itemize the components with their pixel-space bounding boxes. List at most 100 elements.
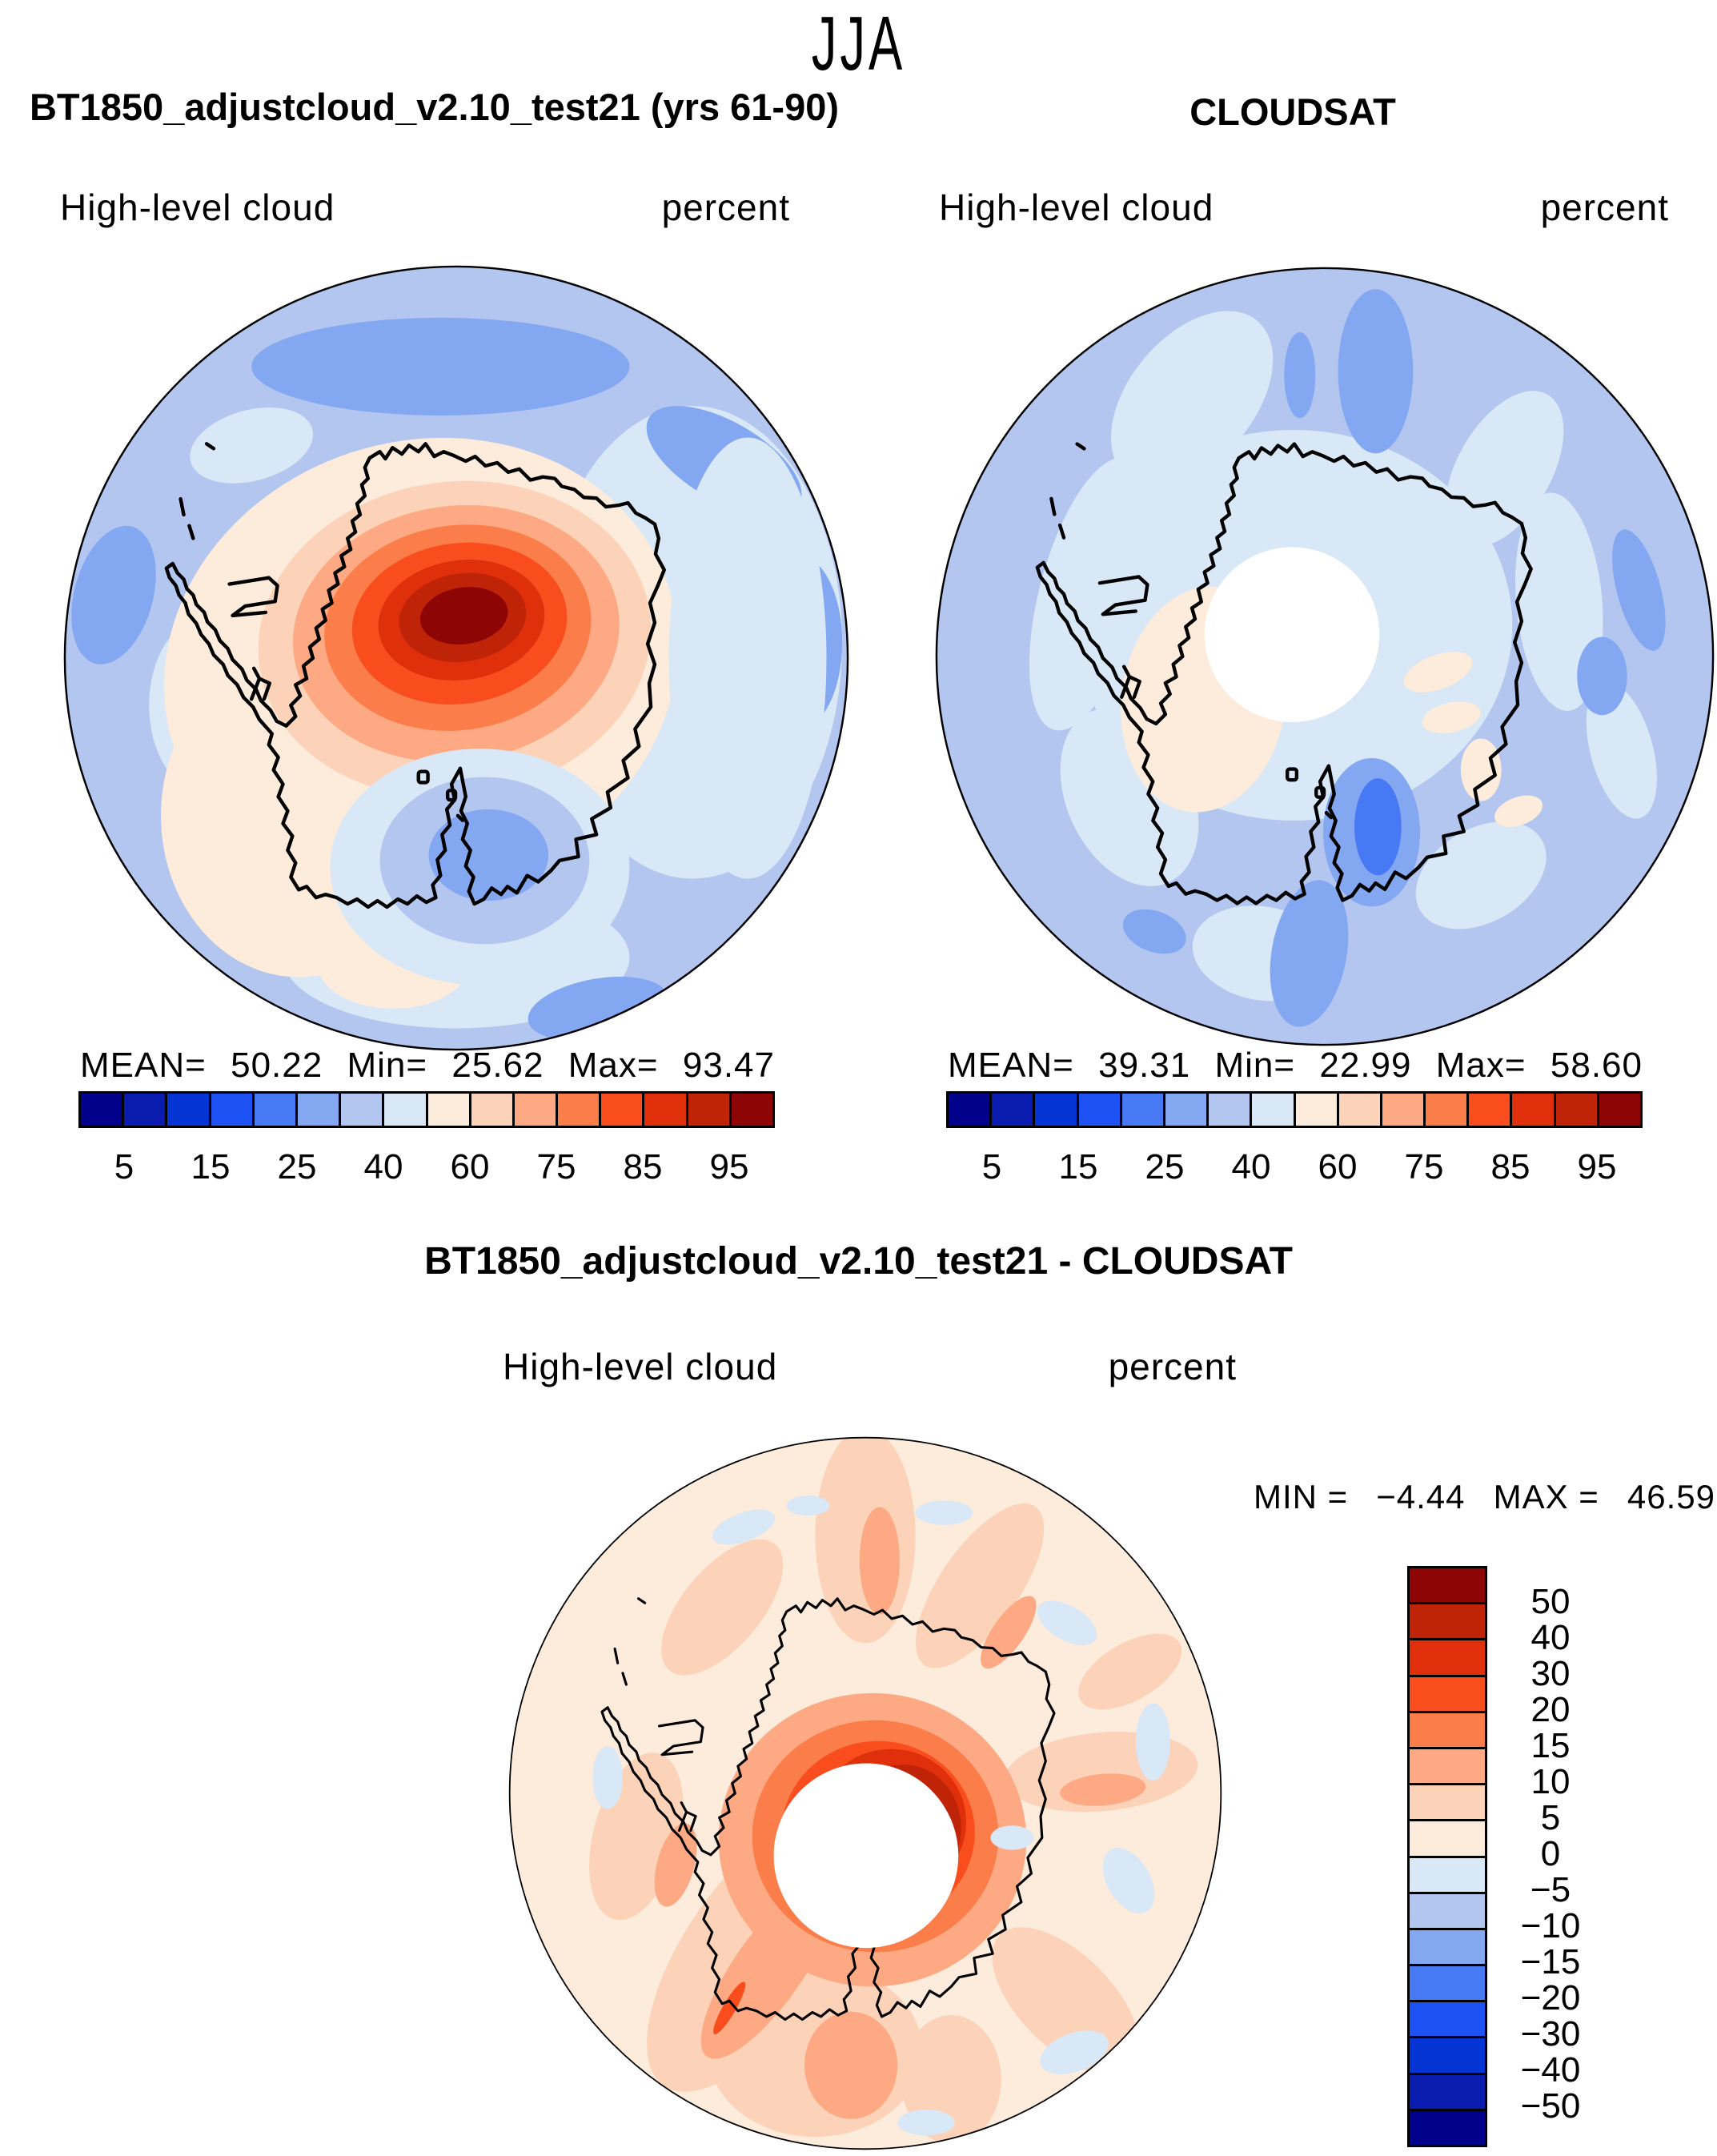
colorbar-cell	[1410, 1604, 1485, 1641]
cloudsat-panel-title: CLOUDSAT	[1189, 90, 1396, 133]
colorbar-cell	[1410, 1640, 1485, 1677]
colorbar-cell	[254, 1094, 298, 1126]
colorbar-tick-label: 40	[1530, 1618, 1571, 1657]
colorbar-cell	[1410, 2038, 1485, 2075]
difference-map	[507, 1435, 1223, 2151]
colorbar-cell	[1410, 1676, 1485, 1713]
colorbar-cell	[1469, 1094, 1513, 1126]
colorbar-cell	[644, 1094, 688, 1126]
colorbar-cell	[1382, 1094, 1426, 1126]
max-value: 93.47	[682, 1046, 775, 1085]
min-label: Min=	[347, 1046, 428, 1085]
polar-data-hole	[773, 1763, 959, 1949]
cloudsat-map	[934, 266, 1715, 1047]
cloudsat-contour-field	[936, 267, 1714, 1046]
max-value: 46.59	[1627, 1478, 1715, 1516]
mean-value: 39.31	[1098, 1046, 1191, 1085]
colorbar-tick-label: 5	[114, 1147, 134, 1186]
colorbar-cell	[427, 1094, 471, 1126]
min-value: 22.99	[1319, 1046, 1412, 1085]
colorbar-tick-label: −40	[1520, 2050, 1581, 2090]
colorbar-tick-label: 5	[1540, 1798, 1561, 1837]
mean-value: 50.22	[231, 1046, 323, 1085]
cloudsat-units-label: percent	[1540, 187, 1669, 228]
colorbar-tick-label: −10	[1520, 1906, 1581, 1945]
colorbar-tick-label: 85	[623, 1147, 663, 1186]
colorbar-cell	[1410, 2110, 1485, 2145]
colorbar-cell	[1410, 1857, 1485, 1894]
colorbar-tick-label: 95	[709, 1147, 749, 1186]
difference-variable-label: High-level cloud	[503, 1346, 778, 1387]
colorbar-tick-label: 30	[1530, 1654, 1571, 1693]
colorbar-cell	[211, 1094, 255, 1126]
colorbar-tick-label: 75	[536, 1147, 576, 1186]
min-value: 25.62	[451, 1046, 544, 1085]
colorbar-cell	[1165, 1094, 1210, 1126]
difference-units-label: percent	[1108, 1346, 1237, 1387]
colorbar-tick-label: 5	[981, 1147, 1002, 1186]
colorbar-cell	[1410, 1568, 1485, 1605]
colorbar-cell	[124, 1094, 168, 1126]
colorbar-cell	[1410, 2002, 1485, 2039]
model-variable-label: High-level cloud	[60, 187, 335, 228]
model-contour-field	[64, 266, 848, 1050]
mean-label: MEAN=	[80, 1046, 207, 1085]
difference-variable-row: High-level cloud percent	[503, 1345, 1237, 1388]
colorbar-cell	[1512, 1094, 1556, 1126]
map-rim	[935, 267, 1715, 1046]
colorbar-tick-label: 40	[363, 1147, 403, 1186]
difference-colorbar-ticks: 50 40 30 20 15 10 5 0 −5 −10 −15 −20 −30 −40 −50	[1498, 1566, 1603, 2147]
colorbar-cell	[1410, 1893, 1485, 1930]
colorbar-cell	[949, 1094, 993, 1126]
colorbar-tick-label: 75	[1404, 1147, 1444, 1186]
colorbar-cell	[992, 1094, 1036, 1126]
cloudsat-colorbar-ticks: 5 15 25 40 60 75 85 95	[949, 1147, 1640, 1187]
cloudsat-variable-row: High-level cloud percent	[939, 186, 1669, 229]
colorbar-cell	[1035, 1094, 1079, 1126]
min-value: −4.44	[1376, 1478, 1466, 1516]
max-label: MAX =	[1493, 1478, 1599, 1516]
colorbar-cell	[514, 1094, 559, 1126]
colorbar-cell	[1410, 1821, 1485, 1858]
model-stats-row: MEAN= 50.22 Min= 25.62 Max= 93.47	[80, 1046, 775, 1086]
model-variable-row: High-level cloud percent	[60, 186, 790, 229]
map-rim	[508, 1436, 1222, 2150]
polar-data-hole	[1204, 547, 1380, 722]
difference-colorbar	[1407, 1566, 1487, 2147]
colorbar-tick-label: −20	[1520, 1978, 1581, 2017]
colorbar-tick-label: 15	[1058, 1147, 1098, 1186]
colorbar-cell	[1410, 1966, 1485, 2003]
colorbar-cell	[688, 1094, 732, 1126]
model-colorbar	[78, 1091, 775, 1128]
map-rim	[63, 265, 849, 1051]
colorbar-cell	[167, 1094, 211, 1126]
colorbar-cell	[1410, 1929, 1485, 1967]
difference-contour-field	[509, 1437, 1222, 2150]
colorbar-tick-label: 60	[450, 1147, 490, 1186]
colorbar-tick-label: 20	[1530, 1690, 1571, 1729]
colorbar-cell	[601, 1094, 645, 1126]
colorbar-tick-label: 85	[1490, 1147, 1530, 1186]
colorbar-cell	[1252, 1094, 1296, 1126]
colorbar-cell	[1078, 1094, 1122, 1126]
season-title: JJA	[811, 1, 906, 86]
colorbar-cell	[558, 1094, 602, 1126]
colorbar-cell	[1426, 1094, 1470, 1126]
colorbar-cell	[297, 1094, 342, 1126]
colorbar-tick-label: −50	[1520, 2086, 1581, 2126]
cloudsat-stats-row: MEAN= 39.31 Min= 22.99 Max= 58.60	[948, 1046, 1643, 1086]
max-value: 58.60	[1550, 1046, 1643, 1085]
colorbar-tick-label: 50	[1530, 1582, 1571, 1621]
colorbar-cell	[1410, 1712, 1485, 1749]
colorbar-cell	[1121, 1094, 1165, 1126]
difference-minmax-row: MIN = −4.44 MAX = 46.59	[1254, 1478, 1715, 1516]
colorbar-cell	[1555, 1094, 1599, 1126]
colorbar-tick-label: 0	[1540, 1834, 1561, 1873]
colorbar-cell	[1295, 1094, 1339, 1126]
model-colorbar-ticks: 5 15 25 40 60 75 85 95	[81, 1147, 772, 1187]
difference-panel-title: BT1850_adjustcloud_v2.10_test21 - CLOUDS…	[424, 1240, 1293, 1283]
model-map	[62, 264, 850, 1052]
colorbar-cell	[1209, 1094, 1253, 1126]
colorbar-cell	[1410, 1748, 1485, 1786]
model-units-label: percent	[661, 187, 790, 228]
